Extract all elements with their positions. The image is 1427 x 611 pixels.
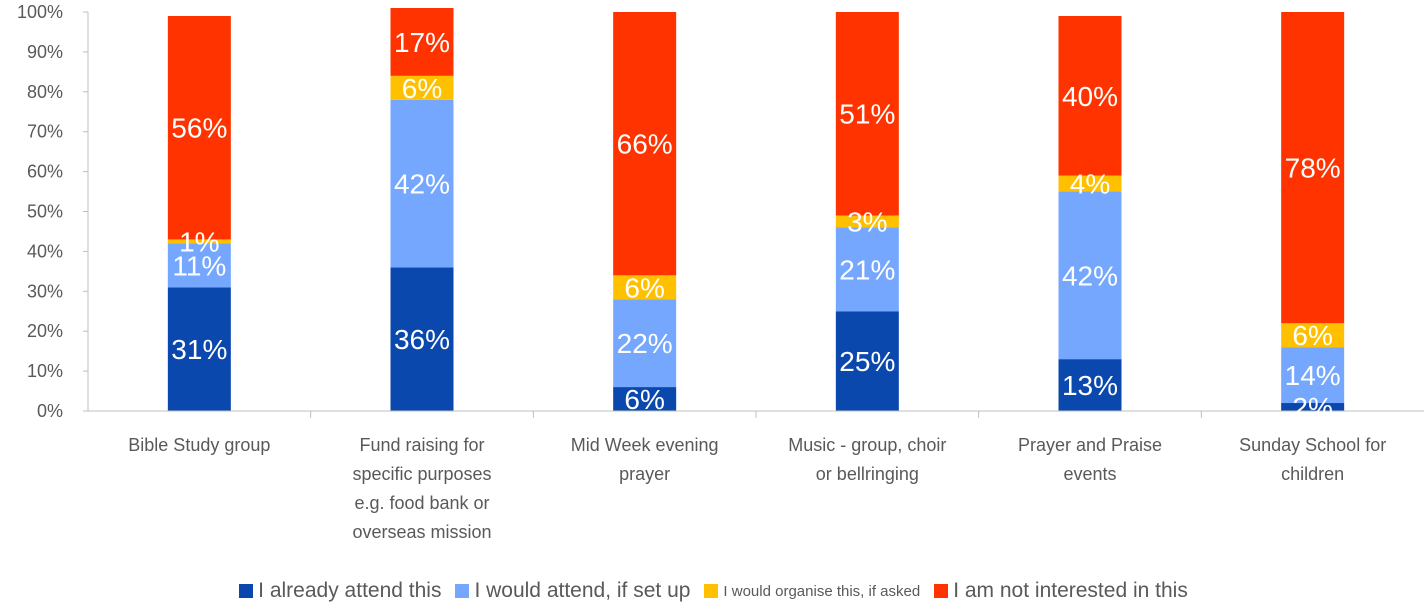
x-axis: Bible Study group Fund raising for specifi… [128, 435, 1386, 542]
bar-segment [835, 311, 899, 411]
legend-swatch [455, 584, 470, 598]
x-category-label: Fund raising for specific purposes e.g. fo… [352, 435, 491, 542]
data-label: 1% [179, 226, 219, 257]
bar-segment [390, 99, 454, 268]
data-label: 56% [171, 113, 227, 144]
data-label: 2% [1292, 392, 1332, 423]
bar-segment [390, 267, 454, 411]
bar-segment [167, 15, 231, 240]
y-tick-label: 40% [27, 241, 63, 261]
bar-segment [613, 275, 677, 300]
y-axis: 0% 10% 20% 30% 40% 50% 60% 70% 80% 90% 100% [17, 2, 63, 421]
data-label: 66% [617, 129, 673, 160]
legend-label: I am not interested in this [953, 579, 1188, 602]
bar-segment [390, 75, 454, 100]
bar-segment [613, 387, 677, 411]
bar-segment [835, 227, 899, 312]
data-label: 3% [847, 206, 887, 237]
y-tick-label: 70% [27, 122, 63, 142]
legend-item: I would attend, if set up [455, 579, 690, 603]
legend-item: I already attend this [239, 579, 441, 603]
bar-segment [1058, 191, 1122, 360]
bars [167, 8, 1345, 411]
bar-segment [167, 239, 231, 244]
legend: I already attend this I would attend, if … [0, 576, 1427, 606]
legend-item: I am not interested in this [934, 579, 1188, 603]
bar-segment [613, 299, 677, 388]
bar-segment [1281, 12, 1345, 324]
bar-segment [1281, 347, 1345, 404]
bar-segment [390, 8, 454, 76]
bar-segment [1058, 359, 1122, 411]
data-label: 42% [1062, 260, 1118, 291]
data-label: 13% [1062, 370, 1118, 401]
data-label: 40% [1062, 81, 1118, 112]
y-tick-label: 90% [27, 42, 63, 62]
x-category-label: Prayer and Praise events [1018, 435, 1162, 484]
legend-label: I would organise this, if asked [723, 582, 921, 600]
data-label: 22% [617, 328, 673, 359]
bar-segment [1281, 323, 1345, 348]
data-label: 17% [394, 27, 450, 58]
y-tick-label: 10% [27, 361, 63, 381]
legend-label: I already attend this [258, 579, 442, 602]
y-tick-label: 80% [27, 82, 63, 102]
y-tick-label: 100% [17, 2, 63, 22]
data-label: 6% [1292, 320, 1332, 351]
data-label: 6% [402, 73, 442, 104]
data-label: 78% [1285, 153, 1341, 184]
y-tick-label: 20% [27, 321, 63, 341]
legend-swatch [704, 584, 719, 598]
y-tick-label: 0% [37, 401, 63, 421]
data-label: 21% [839, 254, 895, 285]
data-label: 31% [171, 334, 227, 365]
bar-segment [1058, 175, 1122, 192]
data-label: 51% [839, 99, 895, 130]
bar-segment [1058, 15, 1122, 176]
bar-segment [1281, 403, 1345, 411]
x-category-label: Music - group, choir or bellringing [788, 435, 946, 484]
y-tick-label: 60% [27, 162, 63, 182]
legend-swatch [239, 584, 254, 598]
bar-segment [835, 12, 899, 216]
y-tick-label: 30% [27, 281, 63, 301]
legend-item: I would organise this, if asked [704, 583, 920, 600]
axis-lines [83, 11, 1424, 418]
x-category-label: Sunday School for children [1239, 435, 1386, 484]
data-label: 4% [1070, 169, 1110, 200]
data-label: 25% [839, 346, 895, 377]
data-label: 11% [172, 250, 226, 281]
bar-segment [613, 12, 677, 276]
legend-swatch [934, 584, 949, 598]
bar-segment [835, 215, 899, 228]
legend-label: I would attend, if set up [474, 579, 691, 602]
data-label: 42% [394, 169, 450, 200]
data-label: 14% [1285, 360, 1341, 391]
bar-segment [167, 287, 231, 411]
y-tick-label: 50% [27, 202, 63, 222]
x-category-label: Bible Study group [128, 435, 270, 455]
data-label: 6% [624, 272, 664, 303]
stacked-bar-chart: 0% 10% 20% 30% 40% 50% 60% 70% 80% 90% 100% Bible … [17, 2, 1424, 542]
bar-segment [167, 243, 231, 288]
data-labels: 31% 11%1% 56% 36% 42% 6% 17% 6% 22% 6% 66% 25% 21% 3%… [171, 27, 1340, 423]
x-category-label: Mid Week evening prayer [571, 435, 719, 484]
data-label: 6% [624, 384, 664, 415]
data-label: 36% [394, 324, 450, 355]
